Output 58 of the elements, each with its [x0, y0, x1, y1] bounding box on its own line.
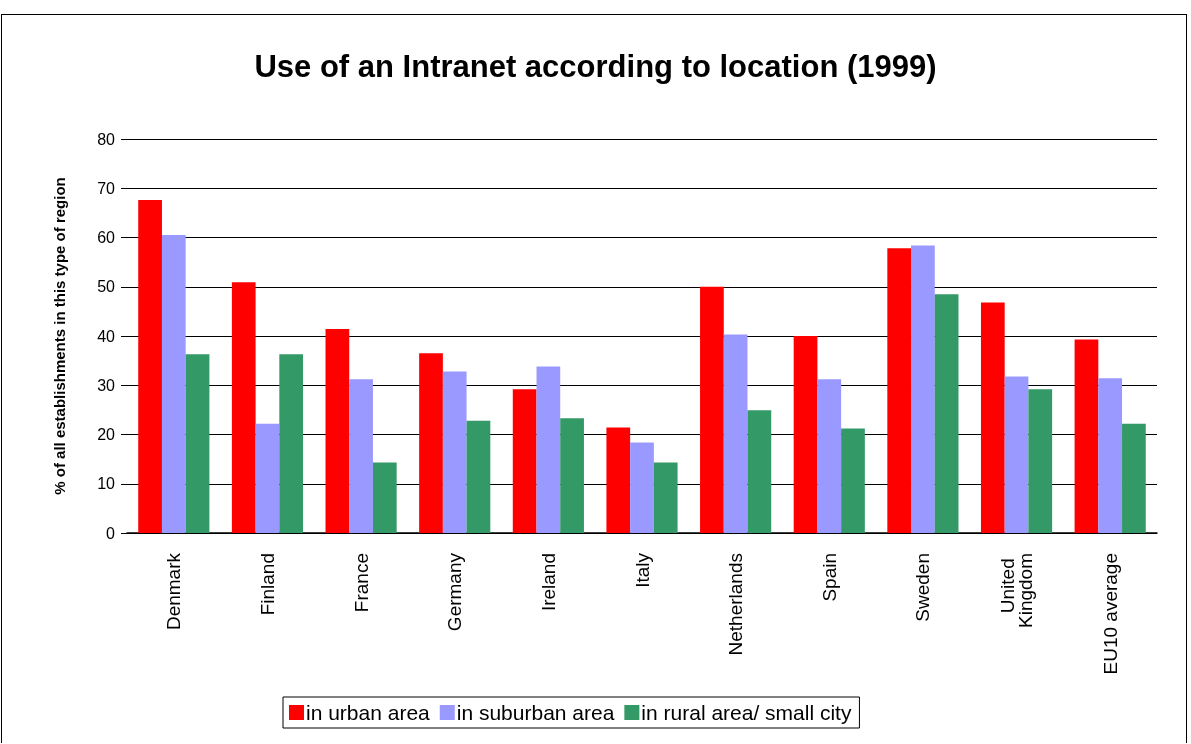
- x-tick-label: Spain: [818, 553, 840, 602]
- bar: [349, 379, 373, 533]
- x-tick-label: Finland: [256, 553, 278, 616]
- x-tick-label: France: [350, 553, 372, 613]
- bar: [887, 248, 912, 533]
- bar: [793, 336, 818, 533]
- legend-label: in urban area: [306, 701, 431, 724]
- x-tick-label: Denmark: [163, 552, 185, 631]
- bar: [747, 410, 772, 533]
- bar: [442, 371, 467, 533]
- bar: [1028, 389, 1053, 533]
- bar: [419, 353, 443, 533]
- x-tick-label: Sweden: [912, 553, 934, 622]
- bar: [1074, 339, 1099, 533]
- bar: [279, 354, 304, 533]
- y-axis-title: % of all establishments in this type of region: [51, 177, 68, 495]
- y-tick-label: 20: [97, 426, 116, 443]
- legend-label: in rural area/ small city: [641, 701, 852, 724]
- y-tick-label: 70: [97, 179, 116, 197]
- bar: [138, 200, 162, 533]
- bar: [560, 418, 584, 533]
- bar: [723, 334, 748, 533]
- bar: [512, 389, 537, 533]
- bar: [231, 282, 256, 533]
- y-tick-label: 40: [97, 327, 116, 345]
- bar: [1004, 376, 1029, 533]
- bar: [161, 235, 186, 533]
- bar: [185, 354, 210, 533]
- x-tick-label: United Kingdom: [997, 553, 1037, 628]
- bar: [1122, 423, 1146, 533]
- bar: [980, 302, 1005, 533]
- y-tick-label: 10: [97, 475, 116, 493]
- bar: [653, 462, 678, 533]
- y-tick-label: 30: [97, 376, 116, 394]
- bar: [700, 286, 724, 533]
- bar: [630, 442, 654, 533]
- bar: [934, 294, 959, 533]
- bar: [841, 428, 865, 533]
- y-tick-label: 50: [97, 278, 116, 296]
- x-tick-label: EU10 average: [1099, 553, 1121, 675]
- bar: [255, 423, 280, 533]
- bar: [817, 379, 842, 533]
- bar: [372, 462, 397, 533]
- y-tick-label: 60: [97, 229, 116, 246]
- bar: [466, 420, 491, 533]
- x-tick-label: Italy: [631, 552, 653, 588]
- bar: [536, 366, 561, 533]
- x-tick-label: Germany: [444, 552, 466, 632]
- x-tick-label: Netherlands: [725, 553, 747, 656]
- x-tick-label: Ireland: [537, 553, 559, 612]
- y-tick-label: 80: [97, 130, 116, 148]
- chart-title: Use of an Intranet according to location (1999): [254, 49, 937, 84]
- bar: [911, 245, 935, 533]
- bar: [606, 427, 631, 533]
- bar: [1098, 378, 1123, 533]
- bar: [325, 329, 350, 533]
- legend-label: in suburban area: [456, 701, 615, 724]
- y-tick-label: 0: [106, 524, 116, 542]
